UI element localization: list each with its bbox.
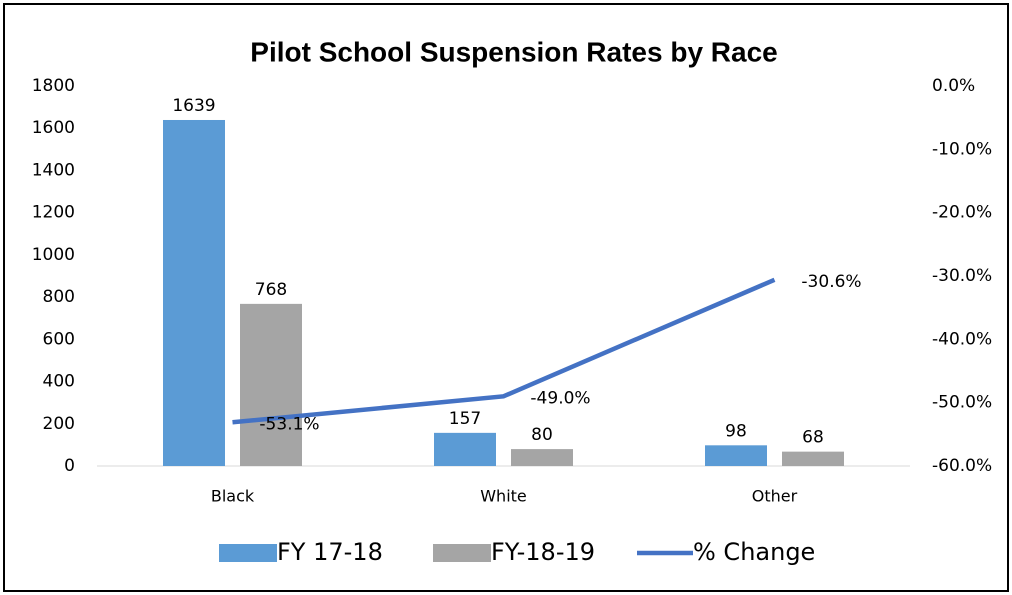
y2-tick-label: -50.0% bbox=[932, 393, 992, 413]
bar bbox=[163, 119, 225, 466]
bar bbox=[705, 445, 767, 466]
legend-swatch bbox=[433, 544, 491, 562]
data-label: 768 bbox=[255, 280, 287, 300]
legend-label: FY-18-19 bbox=[491, 538, 595, 566]
y-tick-label: 600 bbox=[43, 329, 75, 349]
x-tick-label: Black bbox=[211, 487, 255, 506]
y2-tick-label: -40.0% bbox=[932, 329, 992, 349]
y-tick-label: 200 bbox=[43, 414, 75, 434]
data-label: -49.0% bbox=[530, 388, 590, 408]
y2-tick-label: -60.0% bbox=[932, 456, 992, 476]
legend-swatch bbox=[219, 544, 277, 562]
y2-tick-label: -20.0% bbox=[932, 203, 992, 223]
legend-label: FY 17-18 bbox=[277, 538, 383, 566]
data-label: 68 bbox=[802, 428, 824, 448]
data-label: 98 bbox=[725, 421, 747, 441]
y-tick-label: 1200 bbox=[32, 203, 75, 223]
legend-label: % Change bbox=[693, 538, 815, 566]
y2-tick-label: -10.0% bbox=[932, 139, 992, 159]
line bbox=[232, 277, 776, 425]
data-label: 80 bbox=[531, 425, 553, 445]
bar bbox=[782, 451, 844, 466]
y-tick-label: 0 bbox=[64, 456, 75, 476]
bar bbox=[511, 449, 573, 466]
chart-title: Pilot School Suspension Rates by Race bbox=[250, 36, 777, 67]
y-tick-label: 400 bbox=[43, 372, 75, 392]
data-label: -53.1% bbox=[259, 414, 319, 434]
x-tick-label: Other bbox=[752, 487, 798, 506]
x-tick-label: White bbox=[480, 487, 527, 506]
bar bbox=[434, 432, 496, 466]
y-tick-label: 1400 bbox=[32, 160, 75, 180]
y-tick-label: 1600 bbox=[32, 118, 75, 138]
data-label: -30.6% bbox=[801, 272, 861, 292]
data-label: 157 bbox=[449, 409, 481, 429]
y-tick-label: 800 bbox=[43, 287, 75, 307]
y2-tick-label: 0.0% bbox=[932, 76, 975, 96]
y-tick-label: 1000 bbox=[32, 245, 75, 265]
y2-tick-label: -30.0% bbox=[932, 266, 992, 286]
bar bbox=[240, 303, 302, 466]
y-tick-label: 1800 bbox=[32, 76, 75, 96]
data-label: 1639 bbox=[172, 96, 215, 116]
